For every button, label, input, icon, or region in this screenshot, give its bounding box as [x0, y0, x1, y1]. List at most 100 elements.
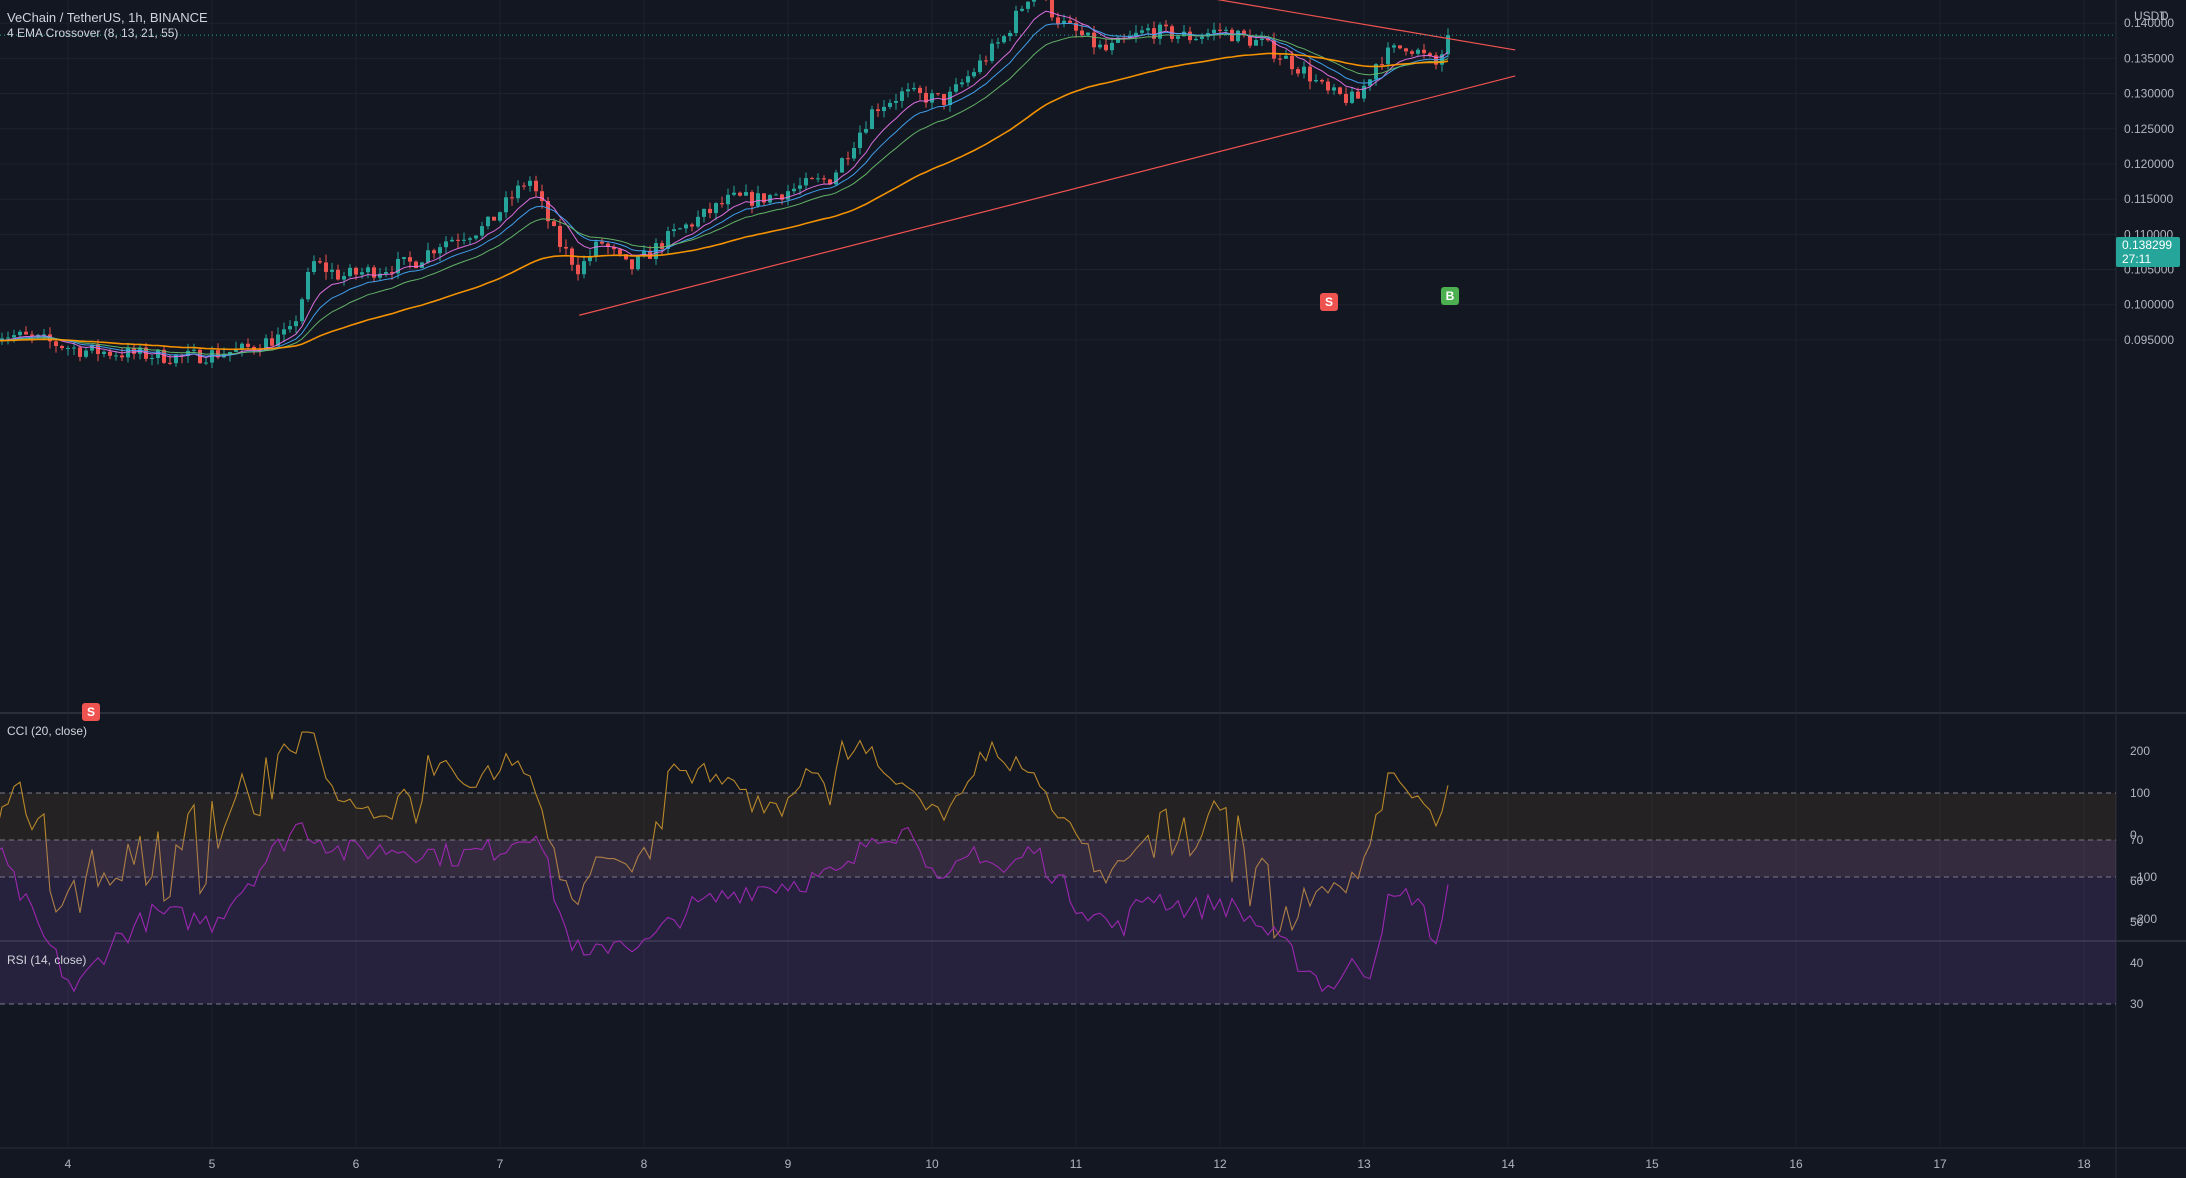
candle: [1416, 47, 1420, 56]
candle-body: [606, 243, 610, 247]
time-tick-label: 18: [2077, 1157, 2091, 1171]
candle: [714, 202, 718, 221]
time-tick-label: 12: [1213, 1157, 1227, 1171]
candle: [978, 54, 982, 75]
candle-body: [1266, 38, 1270, 41]
candle-body: [192, 349, 196, 351]
candle-body: [690, 224, 694, 227]
candle-body: [1236, 30, 1240, 42]
candle: [516, 180, 520, 203]
candle: [846, 151, 850, 166]
candle: [126, 342, 130, 363]
candle: [540, 184, 544, 209]
candle: [6, 331, 10, 345]
candle: [204, 357, 208, 365]
indicator-legend[interactable]: 4 EMA Crossover (8, 13, 21, 55): [7, 26, 179, 40]
candle-body: [240, 343, 244, 349]
candle-body: [456, 239, 460, 241]
candle: [702, 208, 706, 223]
candle-body: [618, 249, 622, 255]
candle-body: [684, 224, 688, 229]
candle: [1014, 5, 1018, 37]
candle-body: [1428, 53, 1432, 56]
candle-body: [840, 158, 844, 173]
currency-unit-label[interactable]: D: [2122, 9, 2169, 23]
bar-countdown: 27:11: [2122, 252, 2152, 266]
candle: [384, 266, 388, 278]
buy-signal-marker: B: [1441, 287, 1459, 305]
candle: [0, 332, 4, 345]
candle-body: [1410, 51, 1414, 54]
candle-body: [1446, 35, 1450, 55]
candle: [432, 248, 436, 259]
candle-body: [102, 351, 106, 354]
candle-body: [594, 241, 598, 257]
candle-body: [636, 256, 640, 270]
candle: [804, 172, 808, 191]
candle-body: [1218, 29, 1222, 31]
grid-lines: [0, 0, 2116, 1148]
candle: [528, 176, 532, 192]
candle-body: [846, 158, 850, 160]
candle-body: [552, 221, 556, 226]
candle-body: [966, 76, 970, 83]
candle: [114, 351, 118, 361]
candle: [1176, 35, 1180, 44]
cci-tick-label: 0: [2130, 828, 2137, 842]
candle-body: [1398, 45, 1402, 49]
candle: [786, 184, 790, 206]
time-tick-label: 6: [353, 1157, 360, 1171]
candle: [234, 341, 238, 353]
candle-body: [468, 238, 472, 240]
candle: [1104, 38, 1108, 52]
candle-body: [1386, 47, 1390, 65]
candle: [774, 192, 778, 196]
candle-body: [168, 362, 172, 364]
candle: [960, 78, 964, 88]
candle-body: [1074, 22, 1078, 31]
candle-body: [1284, 55, 1288, 59]
candle: [1272, 32, 1276, 63]
cci-band: [0, 793, 2116, 877]
candle: [744, 184, 748, 197]
time-tick-label: 4: [65, 1157, 72, 1171]
candle: [996, 37, 1000, 49]
candle-body: [174, 354, 178, 364]
candle: [1080, 22, 1084, 38]
candle-body: [588, 256, 592, 262]
candle: [1422, 43, 1426, 59]
candle-body: [378, 273, 382, 278]
candle-body: [516, 185, 520, 199]
candle: [1032, 0, 1036, 7]
price-tick-label: 0.125000: [2124, 122, 2174, 136]
candle: [708, 202, 712, 219]
candle-body: [1344, 93, 1348, 103]
candle: [294, 315, 298, 334]
candle: [756, 185, 760, 208]
candle-body: [912, 87, 916, 90]
candle-body: [924, 92, 928, 103]
candle-body: [1404, 48, 1408, 52]
candle-body: [1374, 64, 1378, 80]
candle-body: [408, 257, 412, 262]
candle-body: [1098, 44, 1102, 48]
candle-body: [732, 192, 736, 195]
candle-body: [282, 329, 286, 335]
candle-body: [444, 241, 448, 248]
time-tick-label: 13: [1357, 1157, 1371, 1171]
candle-body: [60, 346, 64, 349]
candle-body: [318, 261, 322, 263]
candle-body: [1308, 66, 1312, 82]
candle: [876, 103, 880, 117]
candle-body: [894, 100, 898, 103]
rsi-legend[interactable]: RSI (14, close): [7, 953, 87, 967]
cci-legend[interactable]: CCI (20, close): [7, 724, 88, 738]
candle: [450, 236, 454, 242]
candle-body: [918, 87, 922, 93]
candle-body: [936, 93, 940, 95]
candle: [534, 175, 538, 197]
candle-body: [546, 200, 550, 222]
candle-body: [750, 192, 754, 206]
